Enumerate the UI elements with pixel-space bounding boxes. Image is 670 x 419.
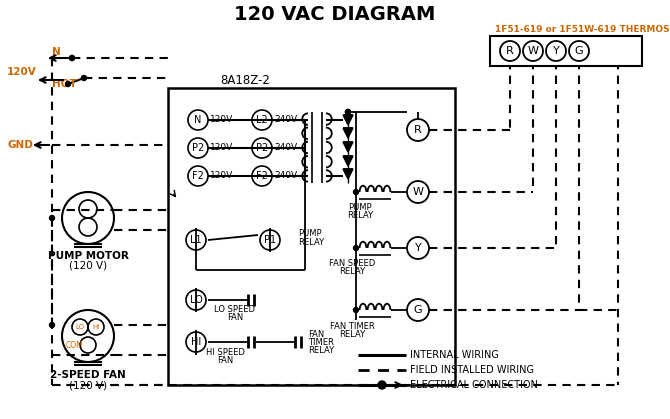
Text: 120V: 120V — [7, 67, 37, 77]
Circle shape — [354, 308, 358, 313]
Text: R: R — [506, 46, 514, 56]
Text: 240V: 240V — [274, 171, 297, 181]
Text: P2: P2 — [256, 143, 268, 153]
Text: 8A18Z-2: 8A18Z-2 — [220, 73, 270, 86]
Circle shape — [70, 55, 74, 60]
Text: F2: F2 — [192, 171, 204, 181]
Text: 1F51-619 or 1F51W-619 THERMOSTAT: 1F51-619 or 1F51W-619 THERMOSTAT — [495, 26, 670, 34]
Text: F2: F2 — [256, 171, 268, 181]
Text: INTERNAL WIRING: INTERNAL WIRING — [410, 350, 499, 360]
Text: 240V: 240V — [274, 143, 297, 153]
Circle shape — [354, 189, 358, 194]
Text: FAN SPEED: FAN SPEED — [329, 259, 375, 269]
Text: GND: GND — [7, 140, 33, 150]
Text: (120 V): (120 V) — [69, 261, 107, 271]
Circle shape — [82, 75, 86, 80]
Text: LO SPEED: LO SPEED — [214, 305, 255, 315]
Text: N: N — [194, 115, 202, 125]
Text: 240V: 240V — [274, 116, 297, 124]
Bar — [490, 36, 642, 66]
Circle shape — [378, 381, 386, 389]
Text: 120V: 120V — [210, 143, 233, 153]
Text: LO: LO — [76, 324, 84, 330]
Text: P1: P1 — [264, 235, 276, 245]
Bar — [168, 88, 455, 385]
Text: W: W — [413, 187, 423, 197]
Text: L1: L1 — [190, 235, 202, 245]
Text: PUMP: PUMP — [298, 228, 322, 238]
Circle shape — [346, 109, 350, 114]
Text: FAN: FAN — [227, 313, 243, 323]
Text: L2: L2 — [256, 115, 268, 125]
Polygon shape — [343, 142, 353, 152]
Text: 2-SPEED FAN: 2-SPEED FAN — [50, 370, 126, 380]
Text: RELAY: RELAY — [339, 329, 365, 339]
Text: HI: HI — [191, 337, 201, 347]
Text: FAN: FAN — [217, 355, 233, 365]
Text: FAN: FAN — [308, 329, 324, 339]
Text: RELAY: RELAY — [308, 346, 334, 354]
Text: PUMP MOTOR: PUMP MOTOR — [48, 251, 129, 261]
Text: TIMER: TIMER — [308, 337, 334, 347]
Text: LO: LO — [190, 295, 202, 305]
Text: FAN TIMER: FAN TIMER — [330, 321, 375, 331]
Text: 120 VAC DIAGRAM: 120 VAC DIAGRAM — [234, 5, 436, 24]
Text: 120V: 120V — [210, 116, 233, 124]
Text: (120 V): (120 V) — [69, 380, 107, 390]
Text: W: W — [527, 46, 539, 56]
Polygon shape — [343, 115, 353, 125]
Circle shape — [346, 109, 350, 114]
Circle shape — [354, 246, 358, 251]
Text: RELAY: RELAY — [298, 238, 324, 246]
Polygon shape — [343, 156, 353, 166]
Text: P2: P2 — [192, 143, 204, 153]
Text: RELAY: RELAY — [339, 267, 365, 277]
Circle shape — [50, 215, 54, 220]
Circle shape — [66, 82, 70, 86]
Text: R: R — [414, 125, 422, 135]
Text: RELAY: RELAY — [347, 212, 373, 220]
Polygon shape — [343, 128, 353, 138]
Circle shape — [70, 55, 74, 60]
Text: PUMP: PUMP — [348, 204, 372, 212]
Text: COM: COM — [65, 341, 83, 349]
Text: N: N — [52, 47, 61, 57]
Text: Y: Y — [553, 46, 559, 56]
Text: HI SPEED: HI SPEED — [206, 347, 245, 357]
Text: HOT: HOT — [52, 79, 77, 89]
Text: ELECTRICAL CONNECTION: ELECTRICAL CONNECTION — [410, 380, 538, 390]
Text: Y: Y — [415, 243, 421, 253]
Text: 120V: 120V — [210, 171, 233, 181]
Circle shape — [50, 323, 54, 328]
Text: G: G — [575, 46, 584, 56]
Polygon shape — [343, 169, 353, 179]
Text: HI: HI — [92, 324, 100, 330]
Text: G: G — [413, 305, 422, 315]
Text: FIELD INSTALLED WIRING: FIELD INSTALLED WIRING — [410, 365, 534, 375]
